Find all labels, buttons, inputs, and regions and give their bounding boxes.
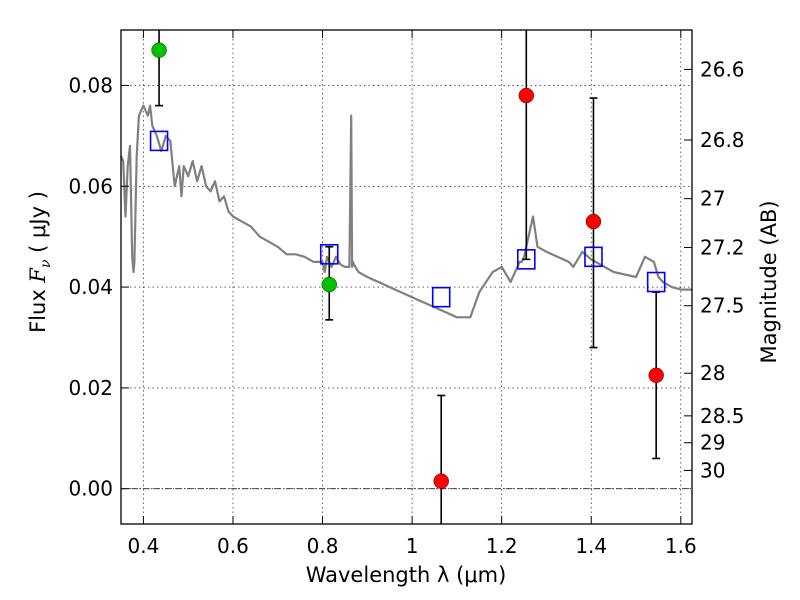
y-tick-labels: 0.00 0.02 0.04 0.06 0.08 [68, 73, 113, 500]
axis-ticks [121, 30, 692, 524]
y-tick-label: 0.00 [68, 477, 113, 501]
model-photometry-square [319, 244, 339, 265]
plot-frame [120, 29, 693, 525]
right-axis-label: Magnitude (AB) [757, 200, 781, 363]
x-tick-labels: 0.4 0.6 0.8 1 1.2 1.4 1.6 [127, 534, 696, 558]
model-photometry-square [584, 246, 603, 268]
model-photometry-square [646, 271, 666, 293]
y-axis-label-subscript: ν [38, 259, 54, 268]
observed-point [585, 213, 602, 230]
observed-point [518, 87, 534, 104]
mag-tick-label: 27.5 [700, 294, 745, 318]
x-tick-label: 1.2 [486, 534, 518, 558]
y-axis-label-symbol: F [26, 267, 50, 284]
y-tick-label: 0.04 [68, 275, 113, 299]
x-tick-label: 1 [406, 534, 419, 558]
y-tick-label: 0.02 [68, 376, 113, 400]
x-tick-label: 0.8 [307, 534, 339, 558]
y-tick-label: 0.06 [68, 174, 113, 198]
mag-tick-label: 27.2 [700, 235, 745, 259]
observed-point [433, 473, 449, 489]
mag-tick-label: 26.6 [700, 57, 745, 81]
x-axis-label: Wavelength λ (μm) [306, 563, 507, 587]
observed-point [151, 42, 167, 58]
y-axis-label-prefix: Flux [26, 283, 50, 333]
observed-point [648, 367, 664, 383]
y-axis-label-unit: ( μJy ) [26, 191, 50, 259]
mag-tick-label: 28.5 [700, 404, 745, 428]
mag-tick-label: 27 [700, 187, 725, 211]
y-axis-label: Flux Fν ( μJy ) [26, 191, 54, 333]
observed-point [321, 276, 337, 293]
mag-tick-label: 26.8 [700, 128, 745, 152]
model-photometry-points [149, 130, 666, 308]
magnitude-tick-labels: 26.6 26.8 27 27.2 27.5 28 28.5 29 30 [700, 57, 745, 482]
x-tick-label: 0.6 [217, 534, 249, 558]
model-spectrum-line [119, 104, 692, 319]
model-photometry-square [431, 286, 451, 308]
mag-tick-label: 29 [700, 431, 725, 455]
x-tick-label: 1.4 [575, 534, 607, 558]
x-tick-label: 0.4 [127, 534, 159, 558]
x-tick-label: 1.6 [665, 534, 697, 558]
model-photometry-square [149, 130, 169, 152]
observed-points [151, 42, 664, 489]
model-photometry-square [516, 249, 536, 270]
mag-tick-label: 30 [700, 458, 725, 482]
y-tick-label: 0.08 [68, 73, 113, 97]
mag-tick-label: 28 [700, 361, 725, 385]
